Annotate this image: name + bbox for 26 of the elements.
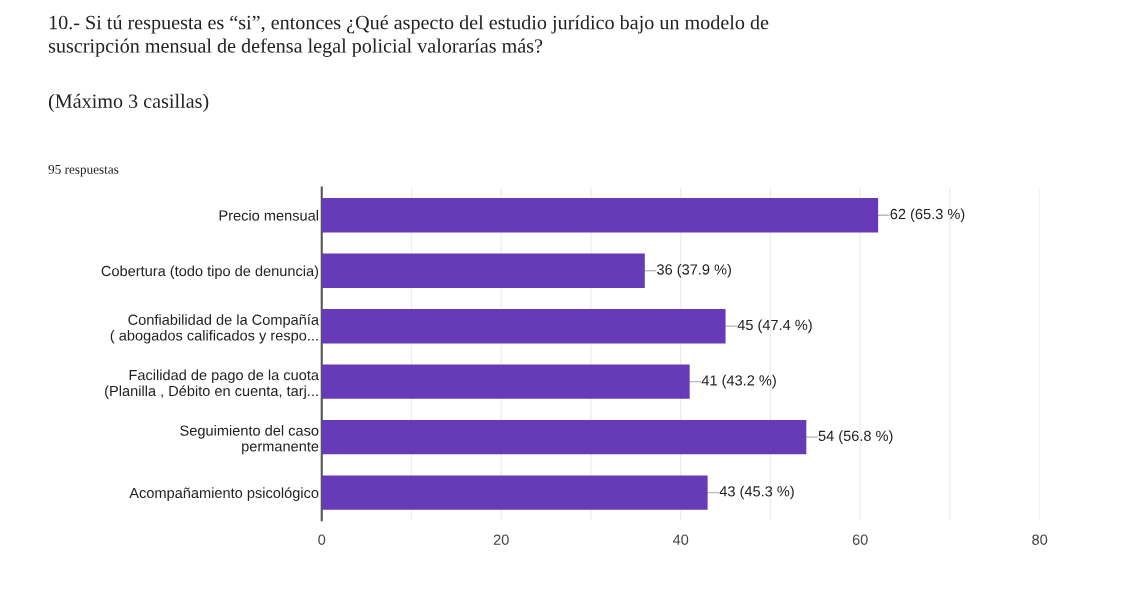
- x-tick-label: 20: [493, 534, 509, 545]
- y-tick-label: Precio mensual: [219, 209, 318, 221]
- chart-title: 10.- Si tú respuesta es “si”, entonces ¿Qué aspecto del estudio jurídico bajo un modelo de suscripción mensual de defensa legal policial valorarías más?: [48, 15, 769, 57]
- data-label: 54 (56.8 %): [818, 430, 893, 444]
- y-tick-label: Acompañamiento psicológico: [129, 487, 319, 501]
- bar: [321, 475, 708, 510]
- text: 95 respuestas: [48, 164, 119, 177]
- data-label: 45 (47.4 %): [737, 319, 812, 333]
- x-tick-label: 40: [672, 534, 689, 545]
- data-label: 62 (65.3 %): [890, 208, 965, 223]
- y-tick-label: Facilidad de pago de la cuota (Planilla , Débito en cuenta, tarj...: [105, 369, 319, 399]
- x-tick-label: 60: [852, 534, 868, 545]
- bar: [321, 253, 645, 288]
- y-tick-label: Confiabilidad de la Compañía ( abogados calificados y respo...: [110, 314, 319, 344]
- x-tick-label: 80: [1032, 534, 1048, 545]
- x-tick-label: 0: [318, 534, 326, 545]
- y-tick-label: Seguimiento del caso permanente: [180, 425, 319, 455]
- bar: [321, 309, 726, 344]
- y-tick-label: Cobertura (todo tipo de denuncia): [101, 265, 319, 280]
- data-label: 36 (37.9 %): [657, 263, 731, 278]
- bar: [321, 364, 690, 399]
- bar: [321, 198, 879, 233]
- data-label: 41 (43.2 %): [701, 374, 776, 389]
- data-label: 43 (45.3 %): [719, 485, 794, 500]
- bar: [321, 419, 807, 455]
- text: (Máximo 3 casillas): [48, 93, 209, 113]
